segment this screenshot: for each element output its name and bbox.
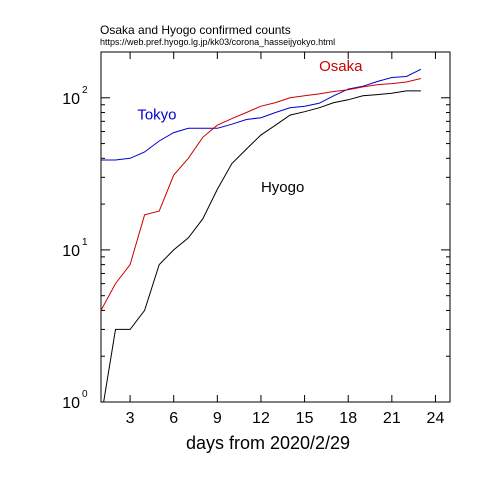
x-tick-label: 24 (427, 410, 445, 427)
plot-lines (101, 68, 422, 402)
series-line-osaka (101, 78, 422, 311)
series-label-tokyo: Tokyo (137, 106, 176, 123)
x-tick-label: 6 (169, 410, 178, 427)
series-line-hyogo (103, 90, 421, 402)
x-tick-label: 12 (252, 410, 270, 427)
x-tick-label: 3 (126, 410, 135, 427)
chart-title: Osaka and Hyogo confirmed counts (100, 23, 291, 37)
x-axis-label: days from 2020/2/29 (186, 433, 350, 453)
y-tick-label: 10 (62, 243, 80, 260)
series-labels: Tokyo Osaka Hyogo (137, 58, 363, 196)
x-tick-label: 15 (296, 410, 314, 427)
y-tick-label: 10 (62, 395, 80, 412)
y-tick-exponent: 0 (82, 389, 88, 400)
chart-subtitle: https://web.pref.hyogo.lg.jp/kk03/corona… (100, 37, 335, 47)
y-tick-label: 10 (62, 91, 80, 108)
x-tick-label: 21 (383, 410, 401, 427)
x-tick-label: 18 (339, 410, 357, 427)
series-label-osaka: Osaka (319, 58, 363, 75)
y-tick-exponent: 2 (82, 85, 88, 96)
plot-frame (100, 51, 451, 403)
series-line-tokyo (101, 68, 422, 161)
y-tick-exponent: 1 (82, 237, 88, 248)
x-tick-label: 9 (213, 410, 222, 427)
series-label-hyogo: Hyogo (261, 179, 304, 196)
